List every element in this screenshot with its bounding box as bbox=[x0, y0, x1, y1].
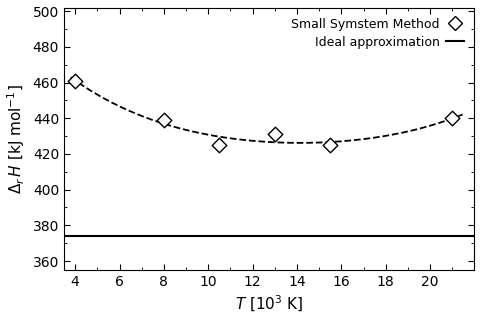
X-axis label: $T$ [10$^3$ K]: $T$ [10$^3$ K] bbox=[235, 294, 303, 315]
Point bbox=[216, 142, 223, 148]
Legend: Small Symstem Method, Ideal approximation: Small Symstem Method, Ideal approximatio… bbox=[287, 14, 468, 52]
Point bbox=[160, 117, 168, 123]
Point bbox=[72, 78, 79, 84]
Point bbox=[448, 116, 456, 121]
Point bbox=[271, 132, 278, 137]
Y-axis label: $\Delta_r\,H$ [kJ mol$^{-1}$]: $\Delta_r\,H$ [kJ mol$^{-1}$] bbox=[6, 84, 27, 194]
Point bbox=[326, 142, 334, 148]
